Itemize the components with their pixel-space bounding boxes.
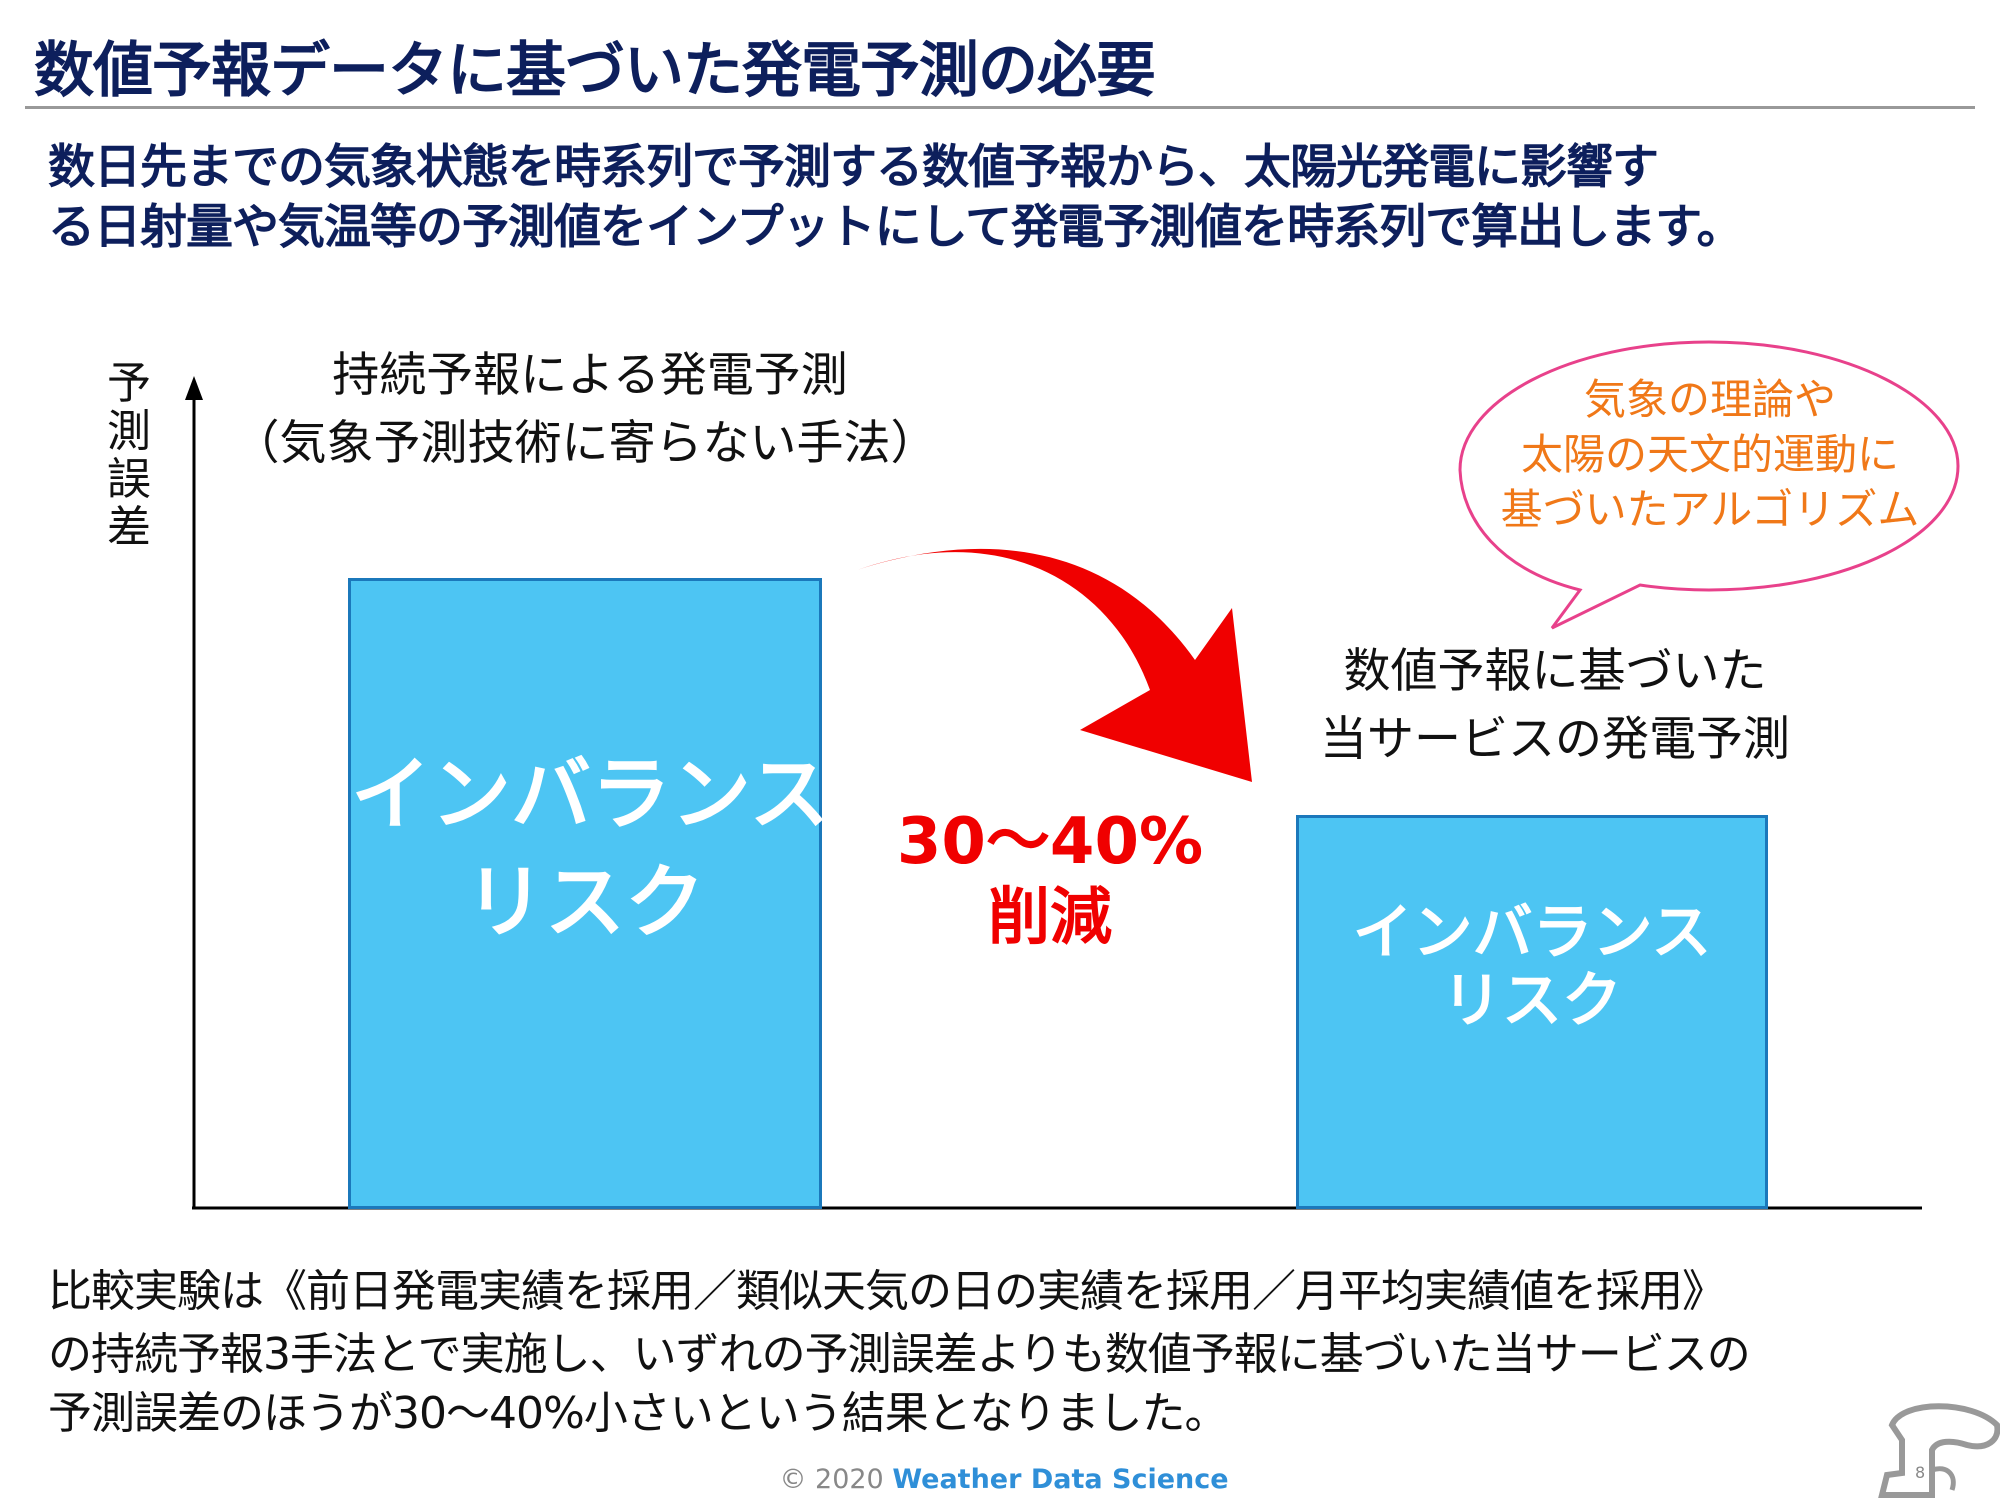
y-axis-arrowhead bbox=[185, 376, 203, 400]
reduction-label: 削減 bbox=[987, 880, 1112, 953]
brand-name: Weather Data Science bbox=[892, 1464, 1229, 1495]
bubble-line-1: 気象の理論や bbox=[1583, 375, 1836, 424]
speech-bubble bbox=[1458, 340, 1960, 630]
bubble-line-3: 基づいたアルゴリズム bbox=[1500, 485, 1920, 534]
right-bar-text-1: インバランス bbox=[1352, 898, 1712, 968]
bubble-text: 気象の理論や 太陽の天文的運動に 基づいたアルゴリズム bbox=[1480, 372, 1940, 537]
left-label-line-2: （気象予測技術に寄らない手法） bbox=[232, 416, 938, 471]
left-label-line-1: 持続予報による発電予測 bbox=[332, 348, 848, 403]
lead-line-1: 数日先までの気象状態を時系列で予測する数値予報から、太陽光発電に影響す bbox=[48, 140, 1659, 195]
bubble-line-2: 太陽の天文的運動に bbox=[1520, 430, 1899, 479]
right-bar-text-2: リスク bbox=[1442, 966, 1622, 1036]
bottom-line-3: 予測誤差のほうが30～40%小さいという結果となりました。 bbox=[48, 1388, 1228, 1439]
right-label-line-1: 数値予報に基づいた bbox=[1343, 644, 1767, 699]
bottom-line-1: 比較実験は《前日発電実績を採用／類似天気の日の実績を採用／月平均実績値を採用》 bbox=[48, 1266, 1726, 1317]
left-bar: インバランス リスク bbox=[348, 578, 830, 1209]
left-bar-text-2: リスク bbox=[465, 855, 705, 949]
slide-title: 数値予報データに基づいた発電予測の必要 bbox=[34, 36, 1156, 106]
mascot-logo-icon bbox=[1878, 1403, 2000, 1498]
title-divider bbox=[25, 106, 1975, 109]
reduction-arrow bbox=[857, 548, 1252, 782]
right-label-line-2: 当サービスの発電予測 bbox=[1320, 712, 1790, 767]
y-axis-label: 予測誤差 bbox=[107, 358, 151, 553]
lead-line-2: る日射量や気温等の予測値をインプットにして発電予測値を時系列で算出します。 bbox=[48, 200, 1743, 255]
left-bar-text-1: インバランス bbox=[351, 747, 830, 841]
footer: © 2020 Weather Data Science bbox=[0, 1464, 2000, 1495]
bottom-line-2: の持続予報3手法とで実施し、いずれの予測誤差よりも数値予報に基づいた当サービスの bbox=[48, 1329, 1751, 1380]
right-bar: インバランス リスク bbox=[1296, 815, 1768, 1209]
copyright: © 2020 bbox=[779, 1464, 884, 1495]
page-number: 8 bbox=[1915, 1463, 1926, 1482]
reduction-percent: 30～40% bbox=[896, 805, 1204, 879]
